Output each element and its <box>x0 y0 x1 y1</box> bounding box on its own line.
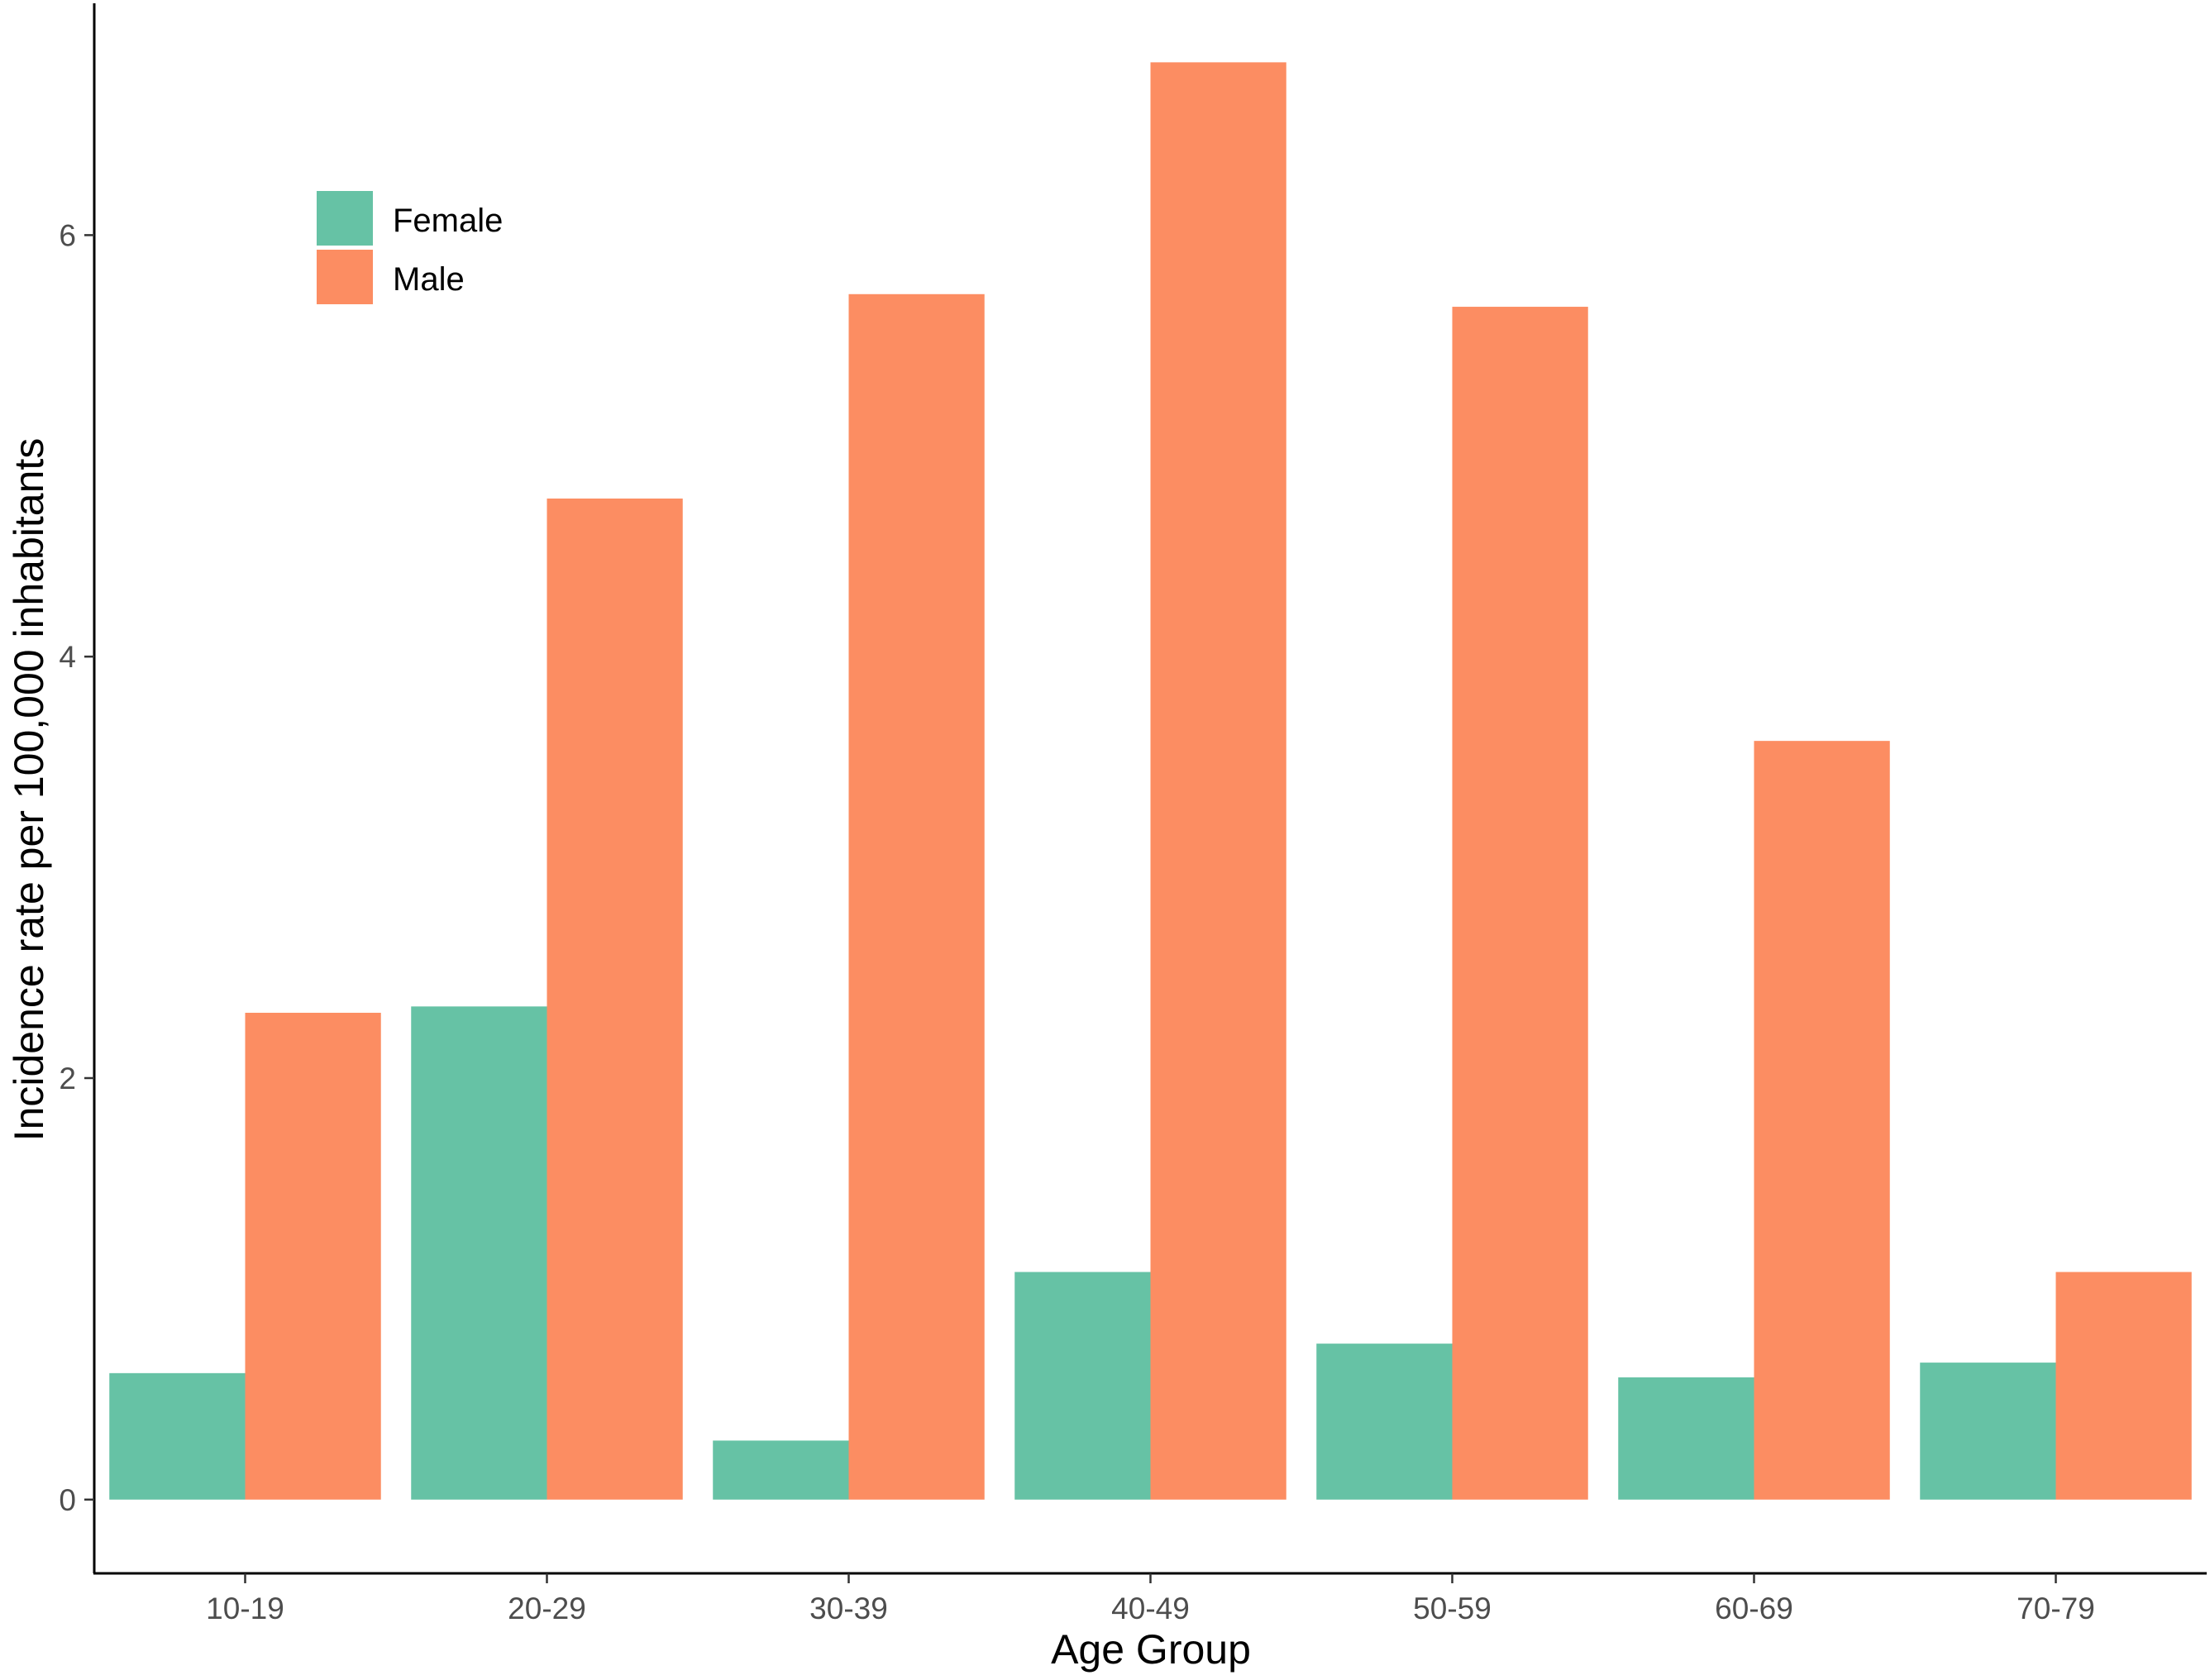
legend-label-female: Female <box>393 203 503 239</box>
bar-male-30-39 <box>848 294 985 1500</box>
bar-male-20-29 <box>547 499 683 1500</box>
x-tick-label: 50-59 <box>1413 1592 1492 1625</box>
x-tick-label: 10-19 <box>206 1592 284 1625</box>
legend-label-male: Male <box>393 261 465 298</box>
bar-female-40-49 <box>1014 1272 1151 1500</box>
bar-female-20-29 <box>411 1006 547 1500</box>
x-tick-label: 70-79 <box>2017 1592 2095 1625</box>
y-tick-label: 6 <box>59 218 76 252</box>
y-axis-title: Incidence rate per 100,000 inhabitants <box>6 438 52 1142</box>
y-tick-label: 2 <box>59 1062 76 1095</box>
legend: Female Male <box>317 191 503 304</box>
bar-female-30-39 <box>713 1440 849 1500</box>
x-tick-label: 60-69 <box>1715 1592 1793 1625</box>
bar-male-40-49 <box>1150 62 1286 1500</box>
bar-female-10-19 <box>109 1372 246 1500</box>
bar-male-50-59 <box>1452 307 1588 1500</box>
bar-female-50-59 <box>1316 1344 1453 1500</box>
x-ticks: 10-19 20-29 30-39 40-49 50-59 60-69 70-79 <box>206 1573 2095 1625</box>
bar-male-70-79 <box>2055 1272 2192 1500</box>
plot-bars <box>109 62 2192 1500</box>
x-axis-title: Age Group <box>1051 1626 1251 1673</box>
legend-swatch-male <box>317 250 373 304</box>
bar-male-10-19 <box>245 1012 381 1500</box>
y-tick-label: 4 <box>59 640 76 674</box>
x-tick-label: 20-29 <box>508 1592 586 1625</box>
y-tick-label: 0 <box>59 1483 76 1517</box>
bar-female-60-69 <box>1618 1377 1754 1500</box>
bar-female-70-79 <box>1920 1363 2056 1500</box>
x-tick-label: 40-49 <box>1111 1592 1190 1625</box>
x-tick-label: 30-39 <box>809 1592 888 1625</box>
y-ticks: 0 2 4 6 <box>59 218 94 1517</box>
legend-swatch-female <box>317 191 373 246</box>
bar-male-60-69 <box>1754 741 1890 1500</box>
